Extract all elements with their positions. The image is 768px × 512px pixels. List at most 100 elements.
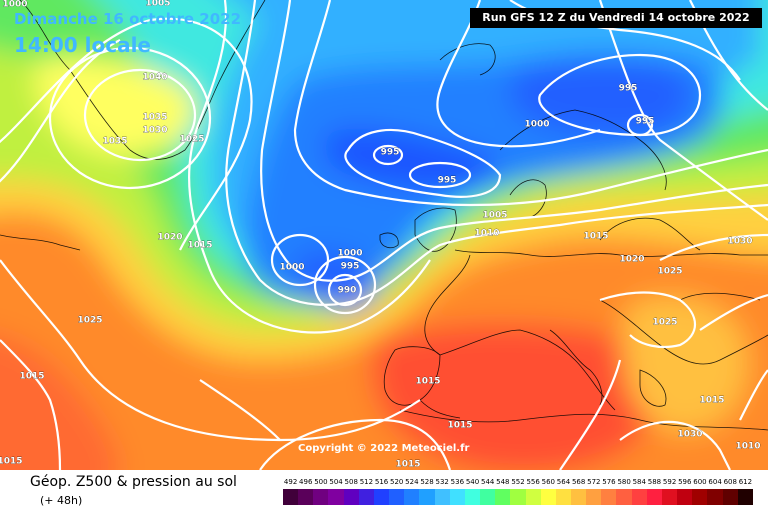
scale-swatch — [722, 489, 738, 505]
scale-label: 544 — [480, 478, 495, 486]
scale-label: 520 — [390, 478, 404, 486]
pressure-label: 1005 — [145, 0, 170, 9]
scale-label: 548 — [496, 478, 510, 486]
scale-label: 608 — [723, 478, 737, 486]
scale-swatch — [540, 489, 556, 505]
forecast-time: 14:00 locale — [14, 33, 151, 57]
scale-swatch — [434, 489, 450, 505]
pressure-label: 995 — [381, 148, 400, 158]
scale-label: 568 — [571, 478, 586, 486]
scale-swatch — [343, 489, 359, 505]
pressure-label: 1015 — [583, 232, 608, 242]
pressure-label: 1015 — [699, 396, 724, 406]
scale-label: 556 — [526, 478, 540, 486]
scale-label: 604 — [708, 478, 722, 486]
color-scale — [283, 489, 753, 505]
pressure-label: 1035 — [102, 137, 127, 147]
pressure-label: 1030 — [142, 126, 167, 136]
pressure-label: 990 — [338, 286, 357, 296]
scale-swatch — [313, 489, 329, 505]
scale-label: 588 — [647, 478, 662, 486]
map-svg: 1040 1035 1030 1035 1025 1020 1015 995 995 1000 99… — [0, 0, 768, 470]
scale-swatch — [298, 489, 314, 505]
scale-label: 596 — [678, 478, 692, 486]
scale-label: 524 — [405, 478, 419, 486]
geopotential-field — [0, 0, 768, 470]
pressure-labels: 1040 1035 1030 1035 1025 1020 1015 995 995 1000 99… — [0, 0, 761, 470]
scale-label: 516 — [374, 478, 389, 486]
legend-title: Géop. Z500 & pression au sol — [30, 474, 237, 490]
scale-swatch — [570, 489, 587, 505]
scale-swatch — [449, 489, 465, 505]
pressure-label: 1030 — [677, 430, 702, 440]
scale-swatch — [328, 489, 344, 505]
pressure-label: 1000 — [2, 0, 27, 10]
scale-swatch — [480, 489, 496, 505]
legend-subtitle: (+ 48h) — [40, 494, 83, 507]
scale-swatch — [419, 489, 435, 505]
pressure-label: 1000 — [279, 263, 304, 273]
scale-swatch — [707, 489, 723, 505]
pressure-label: 1000 — [337, 249, 362, 259]
pressure-label: 1015 — [187, 241, 212, 251]
scale-label: 508 — [344, 478, 358, 486]
scale-swatch — [646, 489, 662, 505]
scale-label: 600 — [693, 478, 707, 486]
scale-label: 584 — [632, 478, 646, 486]
scale-label: 552 — [511, 478, 525, 486]
scale-label: 532 — [435, 478, 449, 486]
scale-swatch — [283, 489, 299, 505]
scale-swatch — [601, 489, 617, 505]
scale-swatch — [358, 489, 374, 505]
scale-label: 504 — [329, 478, 343, 486]
scale-label: 560 — [541, 478, 555, 486]
pressure-label: 1015 — [415, 377, 440, 387]
pressure-label: 995 — [619, 84, 638, 94]
scale-label: 500 — [314, 478, 328, 486]
scale-label: 572 — [587, 478, 601, 486]
scale-label: 580 — [617, 478, 631, 486]
scale-swatch — [661, 489, 678, 505]
scale-swatch — [510, 489, 526, 505]
pressure-label: 1025 — [657, 267, 682, 277]
scale-label: 576 — [602, 478, 616, 486]
scale-swatch — [525, 489, 541, 505]
scale-label: 496 — [299, 478, 313, 486]
scale-swatch — [464, 489, 481, 505]
pressure-label: 995 — [341, 262, 360, 272]
pressure-label: 1010 — [474, 229, 499, 239]
scale-labels: 492 496 500 504 508 512 516 520 524 528 532 536 540 5… — [283, 478, 753, 488]
scale-label: 592 — [662, 478, 677, 486]
scale-swatch — [616, 489, 632, 505]
pressure-label: 1000 — [524, 120, 549, 130]
scale-swatch — [389, 489, 405, 505]
scale-swatch — [692, 489, 708, 505]
pressure-label: 1035 — [142, 113, 167, 123]
pressure-label: 1030 — [727, 237, 752, 247]
run-info: Run GFS 12 Z du Vendredi 14 octobre 2022 — [470, 8, 762, 28]
pressure-label: 1015 — [19, 372, 44, 382]
copyright: Copyright © 2022 Meteociel.fr — [298, 443, 470, 454]
scale-swatch — [677, 489, 693, 505]
forecast-date: Dimanche 16 octobre 2022 — [14, 10, 242, 28]
pressure-label: 1015 — [447, 421, 472, 431]
scale-label: 564 — [556, 478, 571, 486]
pressure-label: 1015 — [0, 457, 23, 467]
scale-label: 612 — [738, 478, 753, 486]
scale-swatch — [555, 489, 571, 505]
pressure-label: 995 — [636, 117, 655, 127]
weather-map: 1040 1035 1030 1035 1025 1020 1015 995 995 1000 99… — [0, 0, 768, 470]
pressure-label: 1040 — [142, 73, 167, 83]
isobars — [0, 0, 768, 470]
pressure-label: 1025 — [77, 316, 102, 326]
scale-label: 536 — [450, 478, 465, 486]
scale-swatch — [495, 489, 511, 505]
scale-label: 528 — [420, 478, 434, 486]
scale-swatch — [737, 489, 753, 505]
pressure-label: 995 — [438, 176, 457, 186]
pressure-label: 1015 — [395, 460, 420, 470]
pressure-label: 1005 — [482, 211, 507, 221]
pressure-label: 1025 — [652, 318, 677, 328]
pressure-label: 1020 — [619, 255, 644, 265]
scale-swatch — [586, 489, 602, 505]
